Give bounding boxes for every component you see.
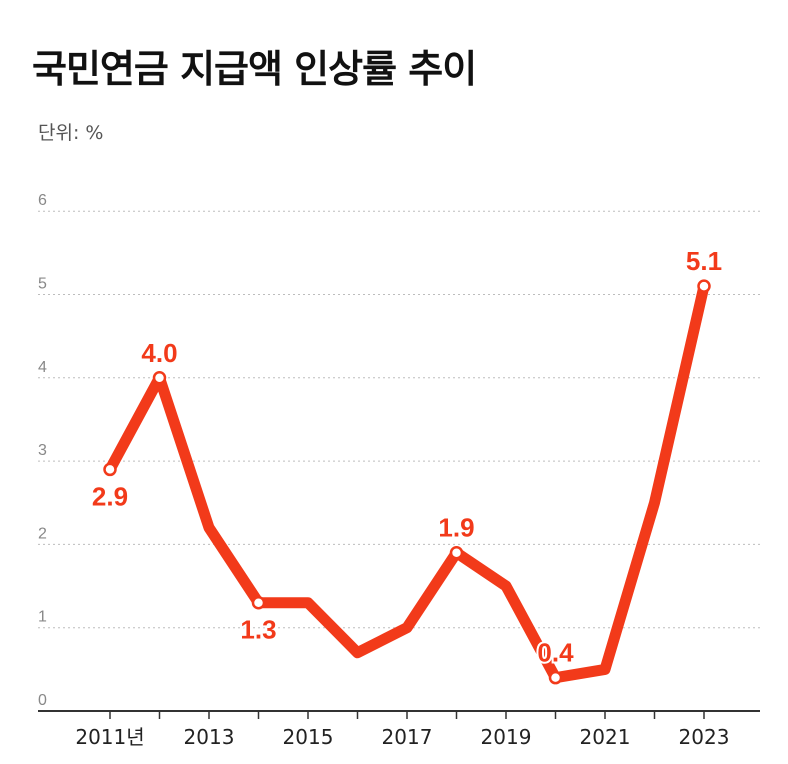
point-layer [103,279,711,685]
axis-layer: 0 1 2 3 4 5 6 2011년 2013 2015 2017 2019 2021 2023 [38,192,760,749]
x-tick-label: 2019 [481,725,532,749]
data-label: 0.4 [537,638,574,668]
data-point [103,462,117,477]
series-line [104,280,710,684]
line-layer [104,280,710,684]
data-point [152,371,167,385]
x-tick-label: 2017 [382,725,433,749]
y-tick-label: 2 [38,525,47,542]
data-label: 2.9 [92,481,128,511]
data-label: 5.1 [686,246,722,276]
x-tick-label: 2011년 [75,725,144,749]
y-tick-label: 5 [38,276,47,293]
y-tick-label: 1 [38,609,47,626]
chart-title: 국민연금 지급액 인상률 추이 [32,47,477,91]
label-layer: 2.9 4.0 1.3 1.9 0.4 5.1 [90,244,724,670]
data-point [697,279,711,293]
x-tick-label: 2013 [184,725,235,749]
y-tick-label: 4 [38,359,47,376]
x-tick-label: 2023 [679,725,730,749]
data-label: 4.0 [141,338,177,368]
x-tick-label: 2015 [283,725,334,749]
x-tick-label: 2021 [580,725,631,749]
y-tick-label: 3 [38,442,47,459]
unit-label: 단위: % [38,122,104,144]
data-point [548,670,563,685]
data-point [251,595,266,610]
y-tick-label: 6 [38,192,47,209]
grid-layer [38,210,760,629]
data-label: 1.3 [240,615,276,645]
y-tick-label: 0 [38,692,47,709]
data-point [449,545,464,560]
data-label: 1.9 [438,513,474,543]
